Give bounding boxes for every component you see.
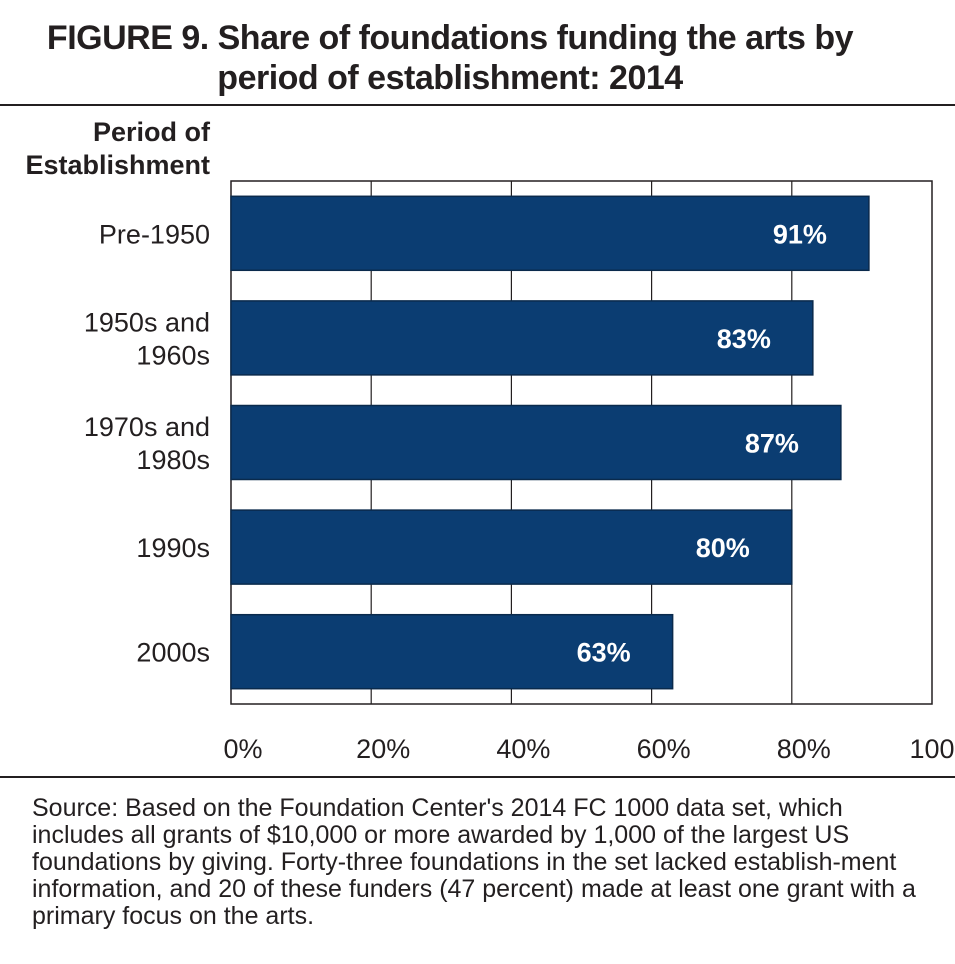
x-tick-label: 80% [777,734,831,764]
category-label-line: 1990s [136,533,210,563]
bar-value-label: 80% [696,533,750,563]
category-label-line: 1970s and [84,412,210,442]
category-label-line: 2000s [136,638,210,668]
bar-value-label: 83% [717,324,771,354]
category-label: 1970s and 1980s [84,412,210,475]
bar-value-label: 87% [745,429,799,459]
x-tick-label: 100% [909,734,955,764]
category-label-line: 1980s [136,445,210,475]
chart-title-line2: period of establishment: 2014 [217,59,683,97]
category-label: 1990s [136,533,210,563]
chart-title: FIGURE 9. Share of foundations funding t… [0,18,900,98]
x-tick-label: 40% [496,734,550,764]
bar-value-label: 63% [577,638,631,668]
category-label-line: 1950s and [84,307,210,337]
top-divider [0,104,955,106]
y-axis-label: Period of Establishment [25,116,210,182]
category-label-line: Pre-1950 [99,219,210,249]
x-tick-label: 20% [356,734,410,764]
x-tick-label: 0% [223,734,262,764]
category-label: 2000s [136,638,210,668]
bar [230,509,793,585]
chart-title-line1: FIGURE 9. Share of foundations funding t… [46,19,854,57]
y-axis-label-line1: Period of [92,117,210,147]
bar-chart: 0% 20% 40% 60% 80% 100% 91% Pre-1950 83% 1950s an… [84,180,955,764]
bar [230,195,870,272]
bar-value-label: 91% [773,219,827,249]
category-label-line: 1960s [136,340,210,370]
category-label: 1950s and 1960s [84,307,210,370]
bar [230,613,674,690]
bar [230,404,842,481]
bottom-divider [0,776,955,778]
y-axis-label-line2: Establishment [25,150,210,180]
x-tick-label: 60% [637,734,691,764]
category-label: Pre-1950 [99,219,210,249]
source-note: Source: Based on the Foundation Center's… [32,794,916,930]
bar [230,300,814,376]
